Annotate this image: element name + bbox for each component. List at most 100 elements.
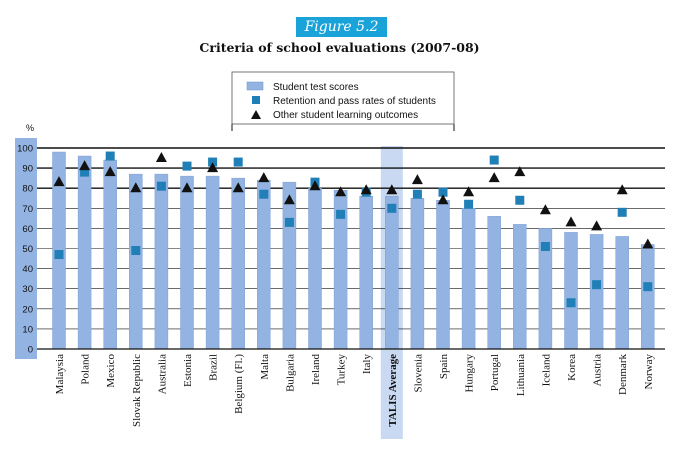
x-tick-label-austria: Austria: [592, 354, 604, 387]
square-marker-hungary: [464, 199, 474, 209]
triangle-marker-denmark: [616, 184, 628, 195]
triangle-marker-hungary: [463, 186, 475, 197]
y-tick-label-100: 100: [17, 144, 33, 155]
triangle-marker-brazil: [207, 162, 219, 173]
square-marker-spain: [438, 187, 448, 197]
x-tick-label-australia: Australia: [156, 354, 168, 394]
square-marker-austria: [592, 280, 602, 290]
x-tick-label-brazil: Brazil: [208, 354, 220, 381]
triangle-marker-malaysia: [53, 176, 65, 187]
x-tick-label-slovenia: Slovenia: [412, 354, 424, 393]
triangle-marker-austria: [591, 220, 603, 231]
y-tick-label-60: 60: [22, 224, 33, 235]
triangle-marker-poland: [79, 160, 91, 171]
bar-talis-average: [385, 195, 399, 350]
square-marker-brazil: [208, 157, 218, 167]
square-marker-mexico: [105, 151, 115, 161]
bar-portugal: [487, 216, 501, 350]
square-marker-estonia: [182, 161, 192, 171]
y-tick-label-30: 30: [22, 284, 33, 295]
triangle-marker-iceland: [539, 204, 551, 215]
legend-swatch-bar: [246, 81, 264, 91]
bar-malta: [257, 179, 271, 350]
triangle-marker-bulgaria: [283, 194, 295, 205]
bar-denmark: [615, 236, 629, 350]
x-tick-label-estonia: Estonia: [182, 354, 194, 387]
y-tick-label-10: 10: [22, 324, 33, 335]
triangle-marker-italy: [360, 184, 372, 195]
square-marker-talis-average: [387, 203, 397, 213]
triangle-marker-turkey: [335, 186, 347, 197]
x-tick-label-mexico: Mexico: [105, 354, 117, 388]
x-tick-label-belgium-fl: Belgium (Fl.): [233, 354, 245, 414]
bar-australia: [154, 173, 169, 350]
bar-mexico: [103, 159, 117, 350]
bar-hungary: [461, 208, 476, 350]
square-marker-belgium-fl: [233, 157, 243, 167]
y-tick-label-90: 90: [22, 164, 33, 175]
triangle-marker-lithuania: [514, 166, 526, 177]
x-tick-label-italy: Italy: [361, 354, 373, 375]
legend-swatch-square: [252, 96, 260, 104]
x-tick-label-norway: Norway: [643, 354, 655, 390]
x-tick-label-malta: Malta: [259, 354, 271, 380]
bar-slovenia: [410, 198, 425, 350]
bar-lithuania: [513, 224, 527, 350]
legend-label-test-scores: Student test scores: [273, 82, 359, 93]
triangle-marker-portugal: [488, 172, 500, 183]
bar-spain: [436, 200, 450, 350]
x-tick-label-poland: Poland: [80, 354, 92, 385]
bar-brazil: [205, 175, 220, 350]
triangle-marker-australia: [155, 152, 167, 163]
legend-box: [231, 71, 455, 125]
x-tick-label-denmark: Denmark: [617, 354, 629, 395]
y-tick-label-50: 50: [22, 244, 33, 255]
bar-estonia: [180, 175, 194, 350]
triangle-marker-malta: [258, 172, 270, 183]
legend-label-retention: Retention and pass rates of students: [273, 96, 436, 107]
x-tick-label-lithuania: Lithuania: [515, 354, 527, 396]
triangle-marker-spain: [437, 194, 449, 205]
x-tick-label-talis-average: TALIS Average: [387, 354, 399, 427]
square-marker-lithuania: [515, 195, 525, 205]
triangle-marker-belgium-fl: [232, 182, 244, 193]
triangle-marker-mexico: [104, 166, 116, 177]
triangle-marker-korea: [565, 216, 577, 227]
bar-italy: [359, 195, 373, 350]
bar-austria: [589, 234, 604, 350]
square-marker-malta: [259, 189, 269, 199]
square-marker-slovenia: [412, 189, 422, 199]
legend-label-other-outcomes: Other student learning outcomes: [273, 110, 418, 121]
x-tick-label-portugal: Portugal: [489, 354, 501, 391]
x-tick-label-turkey: Turkey: [336, 354, 348, 386]
square-marker-korea: [566, 298, 576, 308]
chart-title: Criteria of school evaluations (2007-08): [199, 40, 480, 55]
x-tick-label-ireland: Ireland: [310, 354, 322, 386]
bar-norway: [641, 244, 655, 350]
figure-label: Figure 5.2: [296, 17, 387, 37]
y-axis-unit: %: [26, 123, 34, 133]
x-tick-label-hungary: Hungary: [464, 354, 476, 393]
y-axis-band: [15, 138, 37, 359]
square-marker-norway: [643, 282, 653, 292]
x-tick-label-bulgaria: Bulgaria: [284, 354, 296, 392]
x-tick-label-iceland: Iceland: [540, 354, 552, 387]
triangle-marker-norway: [642, 238, 654, 249]
x-tick-label-spain: Spain: [438, 354, 450, 380]
square-marker-iceland: [540, 241, 550, 251]
triangle-marker-slovenia: [411, 174, 423, 185]
y-tick-label-70: 70: [22, 204, 33, 215]
legend-swatch-triangle: [251, 110, 261, 119]
y-tick-label-40: 40: [22, 264, 33, 275]
bar-korea: [564, 232, 578, 350]
x-tick-label-malaysia: Malaysia: [54, 354, 66, 394]
square-marker-malaysia: [54, 250, 64, 260]
y-tick-label-20: 20: [22, 304, 33, 315]
bar-slovak-republic: [129, 173, 143, 350]
y-tick-label-80: 80: [22, 184, 33, 195]
triangle-marker-estonia: [181, 182, 193, 193]
triangle-marker-slovak-republic: [130, 182, 142, 193]
x-tick-label-korea: Korea: [566, 354, 578, 381]
square-marker-australia: [156, 181, 166, 191]
